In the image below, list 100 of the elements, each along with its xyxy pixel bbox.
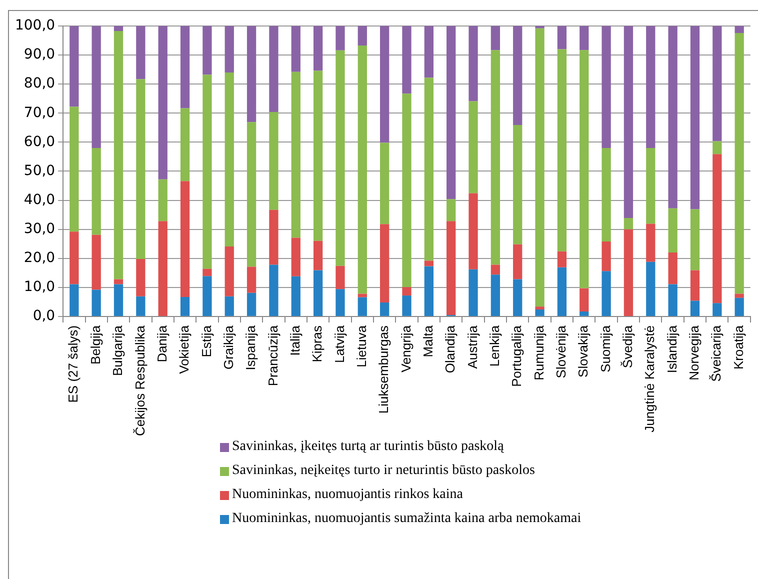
x-tick-label: Lietuva (354, 324, 369, 368)
bar (580, 50, 589, 288)
bar (291, 276, 300, 316)
bar (291, 238, 300, 276)
bar (114, 26, 124, 31)
bar (668, 252, 678, 284)
bar (136, 258, 146, 296)
bar (402, 287, 412, 296)
bar (70, 106, 79, 232)
bar (114, 284, 124, 316)
bar (690, 26, 700, 210)
bar (557, 49, 567, 252)
x-tick-label: ES (27 šalys) (66, 325, 81, 403)
bar (313, 270, 323, 316)
bar (114, 30, 124, 280)
bar (557, 26, 567, 50)
bar (624, 218, 634, 230)
x-tick-label: Švedija (620, 324, 636, 368)
x-tick-label: Suomija (598, 324, 613, 372)
bar (602, 26, 611, 148)
bar (490, 274, 500, 316)
x-tick-label: Lenkija (487, 324, 502, 367)
bar (158, 26, 168, 180)
bar (202, 268, 212, 276)
bar (402, 26, 412, 94)
bar (313, 240, 323, 270)
legend-label: Savininkas, neįkeitęs turto ir neturintis būsto paskolos (232, 462, 535, 479)
bar (180, 296, 190, 316)
x-tick-label: Norvegija (686, 324, 702, 380)
bar (269, 264, 278, 316)
bar (734, 32, 744, 294)
bar (224, 246, 234, 296)
x-tick-label: Portugalija (509, 324, 524, 387)
bar (602, 148, 611, 242)
bar (490, 264, 500, 275)
bar (358, 45, 367, 294)
bar (70, 232, 79, 284)
bar (712, 303, 722, 316)
x-tick-label: Kipras (310, 324, 325, 362)
bar (468, 26, 478, 102)
bar (446, 221, 456, 315)
bar (92, 234, 101, 290)
bar (246, 122, 256, 267)
x-tick-label: Malta (420, 324, 436, 358)
bar (646, 262, 656, 316)
x-tick-label: Slovakija (576, 324, 591, 378)
bar (380, 224, 390, 303)
bar (402, 296, 412, 316)
bar (424, 266, 434, 316)
bar (690, 209, 700, 270)
y-tick-label: 100,0 (14, 18, 56, 34)
bar (513, 244, 522, 280)
x-tick-label: Liuksemburgas (376, 324, 392, 414)
bar (358, 26, 367, 46)
x-tick-label: Čekijos Respublika (132, 324, 148, 436)
bar (380, 142, 390, 224)
y-tick-label: 90,0 (24, 46, 56, 63)
bar (468, 193, 478, 270)
legend-label: Nuomininkas, nuomuojantis sumažinta kaina arba nemokamai (232, 510, 582, 527)
bar (712, 154, 722, 304)
x-tick-label: Bulgarija (110, 324, 126, 376)
bar (646, 224, 656, 262)
bar (224, 72, 234, 246)
y-tick-label: 70,0 (24, 104, 56, 121)
bar (624, 26, 634, 218)
bar (712, 141, 722, 154)
bar (490, 50, 500, 265)
bar (269, 112, 278, 210)
bar (92, 26, 101, 148)
bar (468, 269, 478, 316)
bar (336, 289, 345, 316)
bar (136, 79, 146, 259)
bar (180, 181, 190, 297)
x-tick-label: Danija (154, 324, 170, 362)
y-tick-label: 20,0 (24, 250, 56, 266)
bar (269, 26, 278, 112)
x-tick-label: Kroatija (730, 324, 746, 370)
bar (646, 148, 656, 224)
y-tick-label: 80,0 (24, 76, 56, 92)
bar (180, 108, 190, 182)
bar (114, 279, 124, 284)
x-tick-label: Šveicarija (708, 324, 724, 382)
bar (668, 26, 678, 208)
legend-label: Nuomininkas, nuomuojantis rinkos kaina (232, 486, 463, 503)
y-tick-label: 0,0 (32, 308, 56, 324)
x-tick-label: Prancūzija (265, 324, 280, 386)
bar (580, 312, 589, 316)
bar (490, 26, 500, 50)
x-tick-label: Ispanija (243, 324, 258, 370)
bar (70, 284, 79, 316)
bar (358, 294, 367, 298)
bar (336, 26, 345, 50)
bar (202, 276, 212, 316)
x-tick-label: Graikija (220, 324, 236, 370)
bar (535, 309, 544, 316)
x-tick-label: Slovėnija (554, 324, 569, 378)
bar (136, 296, 146, 316)
bar (92, 290, 101, 316)
bar (224, 296, 234, 316)
bar (158, 179, 168, 222)
